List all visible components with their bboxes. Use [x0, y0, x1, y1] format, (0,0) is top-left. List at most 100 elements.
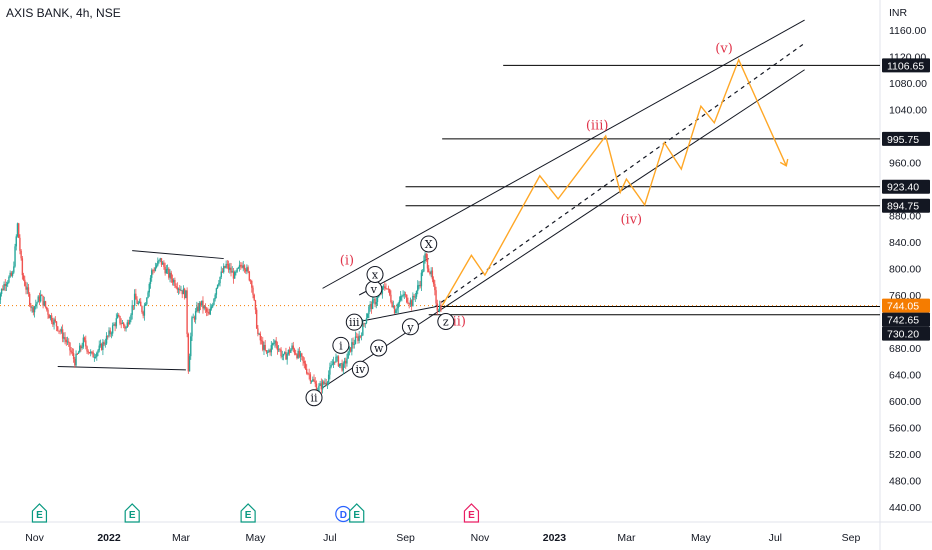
candle-body [343, 360, 346, 364]
time-tick-label: Jul [323, 532, 336, 544]
candle-body [414, 296, 417, 298]
candle-body [335, 356, 337, 362]
candle-body [192, 317, 194, 319]
candle-body [428, 268, 430, 273]
candle-body [276, 345, 279, 350]
candle-body [392, 305, 395, 308]
candle-body [327, 374, 330, 383]
candle-body [403, 294, 406, 296]
wave-label-circle [401, 318, 419, 336]
trendline[interactable] [132, 250, 224, 260]
candle-body [64, 337, 66, 340]
wave-label-circled[interactable]: ii [305, 389, 323, 407]
wave-label-circled[interactable]: y [401, 318, 419, 336]
candle-body [352, 342, 354, 345]
wave-label-circle [345, 313, 363, 331]
candle-body [313, 379, 315, 382]
trendline[interactable] [359, 306, 435, 322]
candle-body [236, 268, 238, 272]
event-marker-earnings[interactable]: E [124, 503, 140, 523]
candle-body [262, 340, 264, 350]
trendline[interactable] [57, 366, 186, 371]
candle-body [175, 286, 177, 288]
candle-body [24, 279, 26, 286]
candle-body [249, 280, 252, 282]
candles-group [0, 222, 442, 397]
wave-label-primary[interactable]: (v) [715, 42, 733, 57]
time-tick-label: Sep [842, 532, 861, 544]
price-tag-label: 744.05 [887, 301, 919, 313]
candle-body [193, 317, 196, 320]
candle-body [218, 283, 220, 285]
candle-body [423, 260, 425, 272]
wave-label-circle [437, 313, 455, 330]
wave-label-primary[interactable]: (i) [340, 254, 354, 269]
wave-label-circled[interactable]: X [420, 235, 438, 253]
candle-body [130, 314, 132, 320]
wave-label-circled[interactable]: iv [351, 360, 369, 378]
projection-path[interactable] [441, 57, 787, 306]
wave-label-primary[interactable]: (iii) [586, 118, 609, 133]
candle-body [230, 267, 232, 273]
wave-label-primary[interactable]: (iv) [620, 212, 642, 227]
level-price-tag: 742.65 [882, 312, 930, 327]
candle-body [358, 335, 360, 341]
candle-body [233, 271, 236, 279]
candle-body [144, 304, 147, 306]
candle-body [75, 353, 77, 366]
price-tag-label: 995.75 [887, 134, 919, 146]
wave-label-circled[interactable]: iii [345, 313, 363, 331]
event-marker-earnings-upcoming[interactable]: E [463, 503, 480, 523]
candle-body [363, 323, 365, 325]
wave-label-circled[interactable]: x [366, 265, 384, 283]
candle-body [295, 353, 297, 355]
wave-label-circled[interactable]: z [437, 313, 455, 330]
candle-body [417, 285, 419, 291]
candle-body [386, 288, 388, 290]
candle-body [297, 350, 299, 359]
candle-body [169, 272, 171, 278]
wave-label-circle [420, 235, 438, 253]
candle-body [364, 323, 366, 325]
event-marker-earnings[interactable]: E [349, 503, 365, 523]
candle-body [149, 277, 152, 284]
candle-body [127, 322, 130, 325]
candle-body [349, 347, 352, 352]
candle-body [26, 287, 28, 290]
event-marker-dividend[interactable]: D [335, 505, 352, 523]
candle-body [80, 345, 82, 349]
candle-body [148, 283, 150, 293]
candle-body [226, 263, 229, 265]
wave-label-circle [332, 336, 350, 354]
candle-body [227, 264, 230, 270]
candle-body [102, 342, 104, 350]
candle-body [161, 262, 164, 265]
price-tick-label: 600.00 [889, 396, 921, 408]
candle-body [232, 271, 235, 279]
candle-body [187, 333, 190, 372]
channel-median-line[interactable] [434, 42, 805, 308]
candle-body [329, 367, 331, 375]
channel-line[interactable] [322, 69, 805, 389]
candle-body [188, 356, 191, 372]
candle-body [50, 315, 53, 322]
candle-body [124, 325, 126, 329]
candle-body [100, 343, 103, 350]
event-marker-earnings[interactable]: E [240, 503, 256, 523]
candle-body [199, 302, 202, 306]
candle-body [170, 272, 172, 279]
event-marker-earnings[interactable]: E [31, 503, 48, 523]
candle-body [137, 302, 139, 304]
candle-body [191, 317, 193, 337]
candle-body [225, 263, 227, 268]
time-axis[interactable]: Nov 2022 Mar May Jul Sep Nov 2023 Mar May Jul Sep [25, 532, 860, 544]
time-tick-label: Mar [617, 532, 636, 544]
candle-body [166, 268, 169, 270]
wave-label-circled[interactable]: w [370, 339, 388, 357]
channel-line[interactable] [322, 19, 805, 289]
candle-body [279, 349, 281, 351]
price-axis[interactable]: 440.00 480.00 520.00 560.00 600.00 640.00 680.… [882, 25, 930, 514]
wave-label-circled[interactable]: i [332, 336, 350, 354]
wave-label-circled[interactable]: v [365, 280, 383, 298]
